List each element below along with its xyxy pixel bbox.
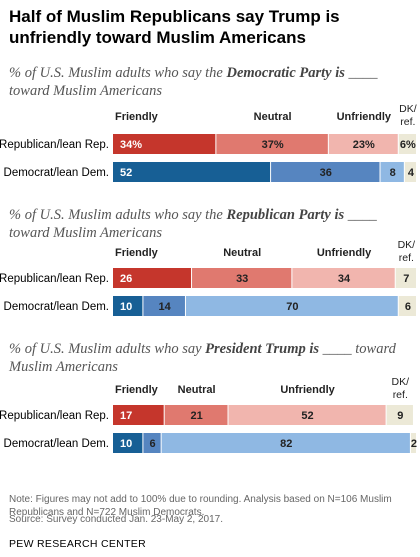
legend-label-dk: DK/ bbox=[399, 104, 417, 115]
legend-label: Friendly bbox=[115, 247, 159, 259]
legend-label: Friendly bbox=[115, 111, 159, 123]
data-label: 2 bbox=[411, 438, 417, 450]
panel-2-chart: Republican/lean Rep. 26 33 34 7 Democrat/lean… bbox=[0, 239, 416, 316]
bar-segment bbox=[143, 296, 185, 316]
data-label: 17 bbox=[120, 410, 132, 422]
legend-label: Unfriendly bbox=[280, 384, 335, 396]
bar-segment bbox=[404, 162, 416, 182]
panel-3: Republican/lean Rep. 17 21 52 9 Democrat/lean… bbox=[0, 369, 420, 459]
data-label: 36 bbox=[320, 167, 332, 179]
panel-3-chart: Republican/lean Rep. 17 21 52 9 Democrat/lean… bbox=[0, 376, 417, 453]
legend-label: Friendly bbox=[115, 384, 159, 396]
data-label: 52 bbox=[120, 167, 132, 179]
panel-3-subtitle-pre: % of U.S. Muslim adults who say bbox=[9, 341, 206, 357]
data-label: 7 bbox=[403, 273, 409, 285]
legend-label: Unfriendly bbox=[317, 247, 372, 259]
data-label: 21 bbox=[190, 410, 202, 422]
panel-3-subtitle-bold: President Trump is bbox=[205, 341, 320, 357]
bar-segment bbox=[192, 268, 292, 288]
legend-label: Neutral bbox=[178, 384, 216, 396]
bar-segment bbox=[395, 268, 416, 288]
bar-segment bbox=[113, 433, 143, 453]
category-label: Democrat/lean Dem. bbox=[4, 167, 109, 179]
bar-segment bbox=[113, 134, 216, 154]
bar-segment bbox=[164, 405, 228, 425]
legend-label-dk: DK/ bbox=[398, 239, 416, 251]
bar-segment bbox=[113, 405, 164, 425]
panel-1-chart: Republican/lean Rep. 34% 37% 23% 6% Democrat/… bbox=[0, 104, 417, 182]
data-label: 4 bbox=[408, 167, 415, 179]
category-label: Republican/lean Rep. bbox=[0, 273, 109, 285]
data-label: 10 bbox=[120, 438, 132, 450]
source-line: Source: Survey conducted Jan. 23-May 2, … bbox=[9, 514, 224, 525]
data-label: 33 bbox=[236, 273, 248, 285]
bar-segment bbox=[228, 405, 386, 425]
category-label: Democrat/lean Dem. bbox=[4, 438, 109, 450]
legend-label: Neutral bbox=[254, 111, 292, 123]
panel-1-subtitle-pre: % of U.S. Muslim adults who say the bbox=[9, 65, 227, 81]
panel-2-subtitle-pre: % of U.S. Muslim adults who say the bbox=[9, 207, 227, 223]
category-label: Republican/lean Rep. bbox=[0, 139, 109, 151]
data-label: 34 bbox=[338, 273, 351, 285]
legend-label-ref: ref. bbox=[393, 389, 408, 401]
data-label: 10 bbox=[120, 301, 132, 313]
data-label: 26 bbox=[120, 273, 132, 285]
bar-segment bbox=[380, 162, 404, 182]
panel-2: Republican/lean Rep. 26 33 34 7 Democrat/lean… bbox=[0, 232, 420, 322]
data-label: 6% bbox=[400, 139, 416, 151]
bar-segment bbox=[271, 162, 380, 182]
bar-segment bbox=[216, 134, 328, 154]
legend-label-ref: ref. bbox=[400, 116, 415, 128]
bar-segment bbox=[113, 162, 271, 182]
panel-3-subtitle-post: ____ toward Muslim Americans bbox=[9, 341, 396, 375]
panel-1-subtitle: % of U.S. Muslim adults who say the Demo… bbox=[9, 64, 413, 100]
panel-2-subtitle-bold: Republican Party is bbox=[226, 207, 345, 223]
bar-segment bbox=[398, 134, 416, 154]
bar-segment bbox=[386, 405, 413, 425]
bar-segment bbox=[185, 296, 398, 316]
bar-segment bbox=[292, 268, 395, 288]
panel-3-subtitle: % of U.S. Muslim adults who say Presiden… bbox=[9, 340, 413, 376]
panel-2-subtitle-post: ____ toward Muslim Americans bbox=[9, 207, 377, 241]
bar-segment bbox=[410, 433, 416, 453]
data-label: 34% bbox=[120, 139, 142, 151]
legend-label-dk: DK/ bbox=[392, 376, 410, 388]
data-label: 37% bbox=[262, 139, 284, 151]
data-label: 6 bbox=[405, 301, 411, 313]
data-label: 8 bbox=[390, 167, 396, 179]
data-label: 9 bbox=[397, 410, 403, 422]
bar-segment bbox=[143, 433, 161, 453]
category-label: Democrat/lean Dem. bbox=[4, 301, 109, 313]
bar-segment bbox=[328, 134, 398, 154]
panel-1: Republican/lean Rep. 34% 37% 23% 6% Democrat/… bbox=[0, 104, 420, 186]
data-label: 6 bbox=[149, 438, 155, 450]
data-label: 14 bbox=[159, 301, 172, 313]
data-label: 23% bbox=[353, 139, 375, 151]
data-label: 52 bbox=[301, 410, 313, 422]
data-label: 70 bbox=[286, 301, 298, 313]
legend-label-ref: ref. bbox=[399, 252, 414, 264]
panel-1-subtitle-post: ____ toward Muslim Americans bbox=[9, 65, 378, 99]
panel-2-subtitle: % of U.S. Muslim adults who say the Repu… bbox=[9, 206, 413, 242]
bar-segment bbox=[161, 433, 410, 453]
org-credit: PEW RESEARCH CENTER bbox=[9, 538, 146, 550]
bar-segment bbox=[113, 296, 143, 316]
bar-segment bbox=[398, 296, 416, 316]
footnote: Note: Figures may not add to 100% due to… bbox=[9, 494, 392, 518]
data-label: 82 bbox=[280, 438, 292, 450]
category-label: Republican/lean Rep. bbox=[0, 410, 109, 422]
chart-title: Half of Muslim Republicans say Trump is … bbox=[9, 7, 340, 47]
bar-segment bbox=[113, 268, 192, 288]
legend-label: Neutral bbox=[223, 247, 261, 259]
panel-1-subtitle-bold: Democratic Party is bbox=[226, 65, 345, 81]
legend-label: Unfriendly bbox=[337, 111, 392, 123]
